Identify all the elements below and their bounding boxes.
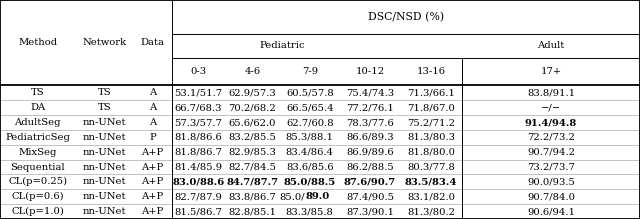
Text: 90.7/94.2: 90.7/94.2 bbox=[527, 148, 575, 157]
Text: 62.7/60.8: 62.7/60.8 bbox=[286, 118, 333, 127]
Text: 7-9: 7-9 bbox=[301, 67, 318, 76]
Text: DSC/NSD (%): DSC/NSD (%) bbox=[368, 12, 444, 22]
Text: Sequential: Sequential bbox=[10, 162, 65, 171]
Text: 90.6/94.1: 90.6/94.1 bbox=[527, 207, 575, 216]
Text: 82.7/87.9: 82.7/87.9 bbox=[175, 192, 222, 201]
Text: A: A bbox=[148, 88, 156, 97]
Text: 82.9/85.3: 82.9/85.3 bbox=[228, 148, 276, 157]
Text: A: A bbox=[148, 103, 156, 112]
Text: 81.5/86.7: 81.5/86.7 bbox=[175, 207, 222, 216]
Text: CL(p=0.25): CL(p=0.25) bbox=[8, 177, 67, 186]
Text: 73.2/73.7: 73.2/73.7 bbox=[527, 162, 575, 171]
Text: 81.3/80.3: 81.3/80.3 bbox=[407, 133, 455, 142]
Text: A+P: A+P bbox=[141, 162, 163, 171]
Text: 87.3/90.1: 87.3/90.1 bbox=[346, 207, 394, 216]
Text: nn-UNet: nn-UNet bbox=[83, 118, 126, 127]
Text: nn-UNet: nn-UNet bbox=[83, 133, 126, 142]
Text: nn-UNet: nn-UNet bbox=[83, 162, 126, 171]
Text: 81.8/80.0: 81.8/80.0 bbox=[407, 148, 455, 157]
Text: 78.3/77.6: 78.3/77.6 bbox=[346, 118, 394, 127]
Text: 80.3/77.8: 80.3/77.8 bbox=[407, 162, 455, 171]
Text: TS: TS bbox=[31, 88, 45, 97]
Text: 90.7/84.0: 90.7/84.0 bbox=[527, 192, 575, 201]
Text: 0-3: 0-3 bbox=[190, 67, 207, 76]
Text: A+P: A+P bbox=[141, 207, 163, 216]
Text: TS: TS bbox=[97, 103, 111, 112]
Text: 77.2/76.1: 77.2/76.1 bbox=[346, 103, 394, 112]
Text: nn-UNet: nn-UNet bbox=[83, 177, 126, 186]
Text: 91.4/94.8: 91.4/94.8 bbox=[525, 118, 577, 127]
Text: 13-16: 13-16 bbox=[417, 67, 445, 76]
Text: 87.6/90.7: 87.6/90.7 bbox=[344, 177, 396, 186]
Text: 75.2/71.2: 75.2/71.2 bbox=[407, 118, 455, 127]
Text: P: P bbox=[149, 133, 156, 142]
Text: 62.9/57.3: 62.9/57.3 bbox=[228, 88, 276, 97]
Text: 84.7/87.7: 84.7/87.7 bbox=[227, 177, 278, 186]
Text: PediatricSeg: PediatricSeg bbox=[5, 133, 70, 142]
Text: 89.0: 89.0 bbox=[306, 192, 330, 201]
Text: 86.9/89.6: 86.9/89.6 bbox=[346, 148, 394, 157]
Text: 66.7/68.3: 66.7/68.3 bbox=[175, 103, 222, 112]
Text: 83.4/86.4: 83.4/86.4 bbox=[285, 148, 334, 157]
Text: 72.2/73.2: 72.2/73.2 bbox=[527, 133, 575, 142]
Text: 83.6/85.6: 83.6/85.6 bbox=[286, 162, 333, 171]
Text: 53.1/51.7: 53.1/51.7 bbox=[174, 88, 223, 97]
Text: nn-UNet: nn-UNet bbox=[83, 207, 126, 216]
Text: 17+: 17+ bbox=[540, 67, 562, 76]
Text: 86.6/89.3: 86.6/89.3 bbox=[346, 133, 394, 142]
Text: TS: TS bbox=[97, 88, 111, 97]
Text: −/−: −/− bbox=[541, 103, 561, 112]
Text: Network: Network bbox=[83, 38, 126, 47]
Text: 81.3/80.2: 81.3/80.2 bbox=[407, 207, 455, 216]
Text: 82.7/84.5: 82.7/84.5 bbox=[228, 162, 276, 171]
Text: A+P: A+P bbox=[141, 148, 163, 157]
Text: Adult: Adult bbox=[538, 41, 564, 51]
Text: 4-6: 4-6 bbox=[244, 67, 260, 76]
Text: 71.8/67.0: 71.8/67.0 bbox=[407, 103, 455, 112]
Text: 83.3/85.8: 83.3/85.8 bbox=[286, 207, 333, 216]
Text: 71.3/66.1: 71.3/66.1 bbox=[407, 88, 455, 97]
Text: 60.5/57.8: 60.5/57.8 bbox=[286, 88, 333, 97]
Text: 85.0/: 85.0/ bbox=[279, 192, 305, 201]
Text: A+P: A+P bbox=[141, 177, 163, 186]
Text: 83.1/82.0: 83.1/82.0 bbox=[407, 192, 455, 201]
Text: 83.8/91.1: 83.8/91.1 bbox=[527, 88, 575, 97]
Text: 83.5/83.4: 83.5/83.4 bbox=[405, 177, 457, 186]
Text: 81.8/86.6: 81.8/86.6 bbox=[175, 133, 222, 142]
Text: DA: DA bbox=[30, 103, 45, 112]
Text: 87.4/90.5: 87.4/90.5 bbox=[346, 192, 394, 201]
Text: 85.3/88.1: 85.3/88.1 bbox=[285, 133, 334, 142]
Text: 82.8/85.1: 82.8/85.1 bbox=[228, 207, 276, 216]
Text: 66.5/65.4: 66.5/65.4 bbox=[286, 103, 333, 112]
Text: nn-UNet: nn-UNet bbox=[83, 192, 126, 201]
Text: CL(p=0.6): CL(p=0.6) bbox=[12, 192, 64, 201]
Text: AdultSeg: AdultSeg bbox=[15, 118, 61, 127]
Text: A+P: A+P bbox=[141, 192, 163, 201]
Text: 85.0/88.5: 85.0/88.5 bbox=[284, 177, 336, 186]
Text: CL(p=1.0): CL(p=1.0) bbox=[12, 207, 64, 216]
Text: A: A bbox=[148, 118, 156, 127]
Text: 65.6/62.0: 65.6/62.0 bbox=[228, 118, 276, 127]
Text: 83.0/88.6: 83.0/88.6 bbox=[172, 177, 225, 186]
Text: 57.3/57.7: 57.3/57.7 bbox=[175, 118, 222, 127]
Text: nn-UNet: nn-UNet bbox=[83, 148, 126, 157]
Text: Pediatric: Pediatric bbox=[260, 41, 305, 51]
Text: 81.4/85.9: 81.4/85.9 bbox=[174, 162, 223, 171]
Text: 81.8/86.7: 81.8/86.7 bbox=[175, 148, 222, 157]
Text: 75.4/74.3: 75.4/74.3 bbox=[346, 88, 394, 97]
Text: Method: Method bbox=[18, 38, 58, 47]
Text: MixSeg: MixSeg bbox=[19, 148, 57, 157]
Text: 90.0/93.5: 90.0/93.5 bbox=[527, 177, 575, 186]
Text: 86.2/88.5: 86.2/88.5 bbox=[346, 162, 394, 171]
Text: 70.2/68.2: 70.2/68.2 bbox=[228, 103, 276, 112]
Text: Data: Data bbox=[140, 38, 164, 47]
Text: 83.2/85.5: 83.2/85.5 bbox=[228, 133, 276, 142]
Text: 83.8/86.7: 83.8/86.7 bbox=[228, 192, 276, 201]
Text: 10-12: 10-12 bbox=[355, 67, 385, 76]
